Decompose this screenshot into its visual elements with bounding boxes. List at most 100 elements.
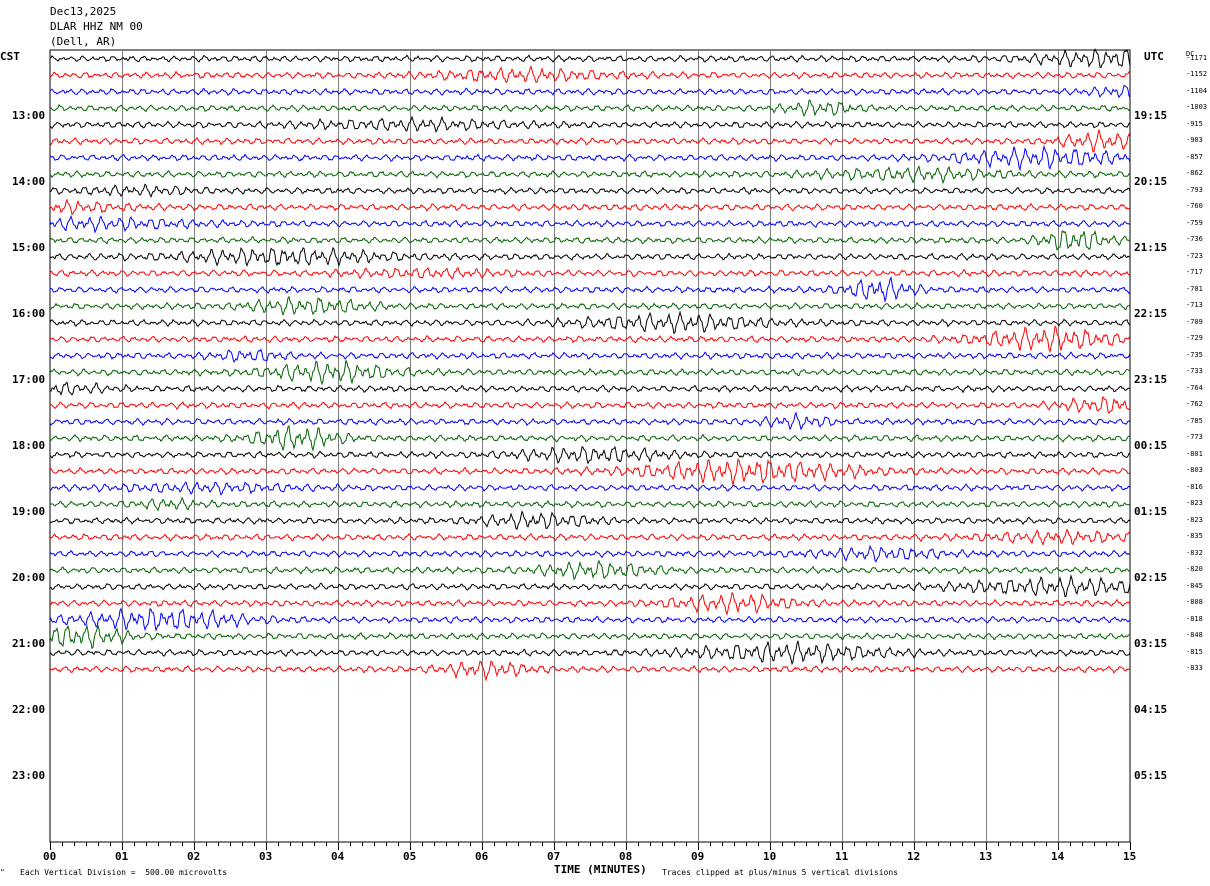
seismic-trace — [49, 528, 1131, 546]
dc-offset-label: -1171 — [1186, 53, 1208, 62]
seismic-trace — [49, 496, 1131, 512]
seismic-trace — [49, 64, 1131, 83]
dc-offset-label: -723 — [1186, 251, 1203, 260]
seismic-trace — [49, 47, 1131, 69]
dc-offset-label: -709 — [1186, 317, 1203, 326]
seismic-trace — [49, 129, 1131, 153]
seismic-trace — [49, 115, 1131, 133]
minute-tick-label: 05 — [403, 850, 417, 863]
cst-hour-label: 23:00 — [12, 769, 46, 782]
cst-hour-label: 21:00 — [12, 637, 46, 650]
header-location: (Dell, AR) — [50, 35, 117, 48]
seismic-trace — [49, 481, 1131, 496]
dc-offset-label: -760 — [1186, 202, 1203, 211]
utc-hour-label: 01:15 — [1134, 505, 1168, 518]
dc-offset-label: -793 — [1186, 185, 1203, 194]
dc-offset-label: -820 — [1186, 565, 1203, 574]
dc-offset-label: -845 — [1186, 581, 1203, 590]
minute-tick-label: 00 — [43, 850, 57, 863]
seismic-trace — [49, 411, 1131, 431]
dc-offset-label: -857 — [1186, 152, 1203, 161]
dc-offset-label: -832 — [1186, 548, 1203, 557]
cst-hour-label: 13:00 — [12, 109, 46, 122]
dc-offset-label: -801 — [1186, 449, 1203, 458]
dc-offset-label: -717 — [1186, 268, 1203, 277]
utc-hour-label: 19:15 — [1134, 109, 1168, 122]
dc-offset-label: -862 — [1186, 169, 1203, 178]
dc-offset-label: -915 — [1186, 119, 1203, 128]
dc-offset-label: -713 — [1186, 301, 1203, 310]
dc-axis-label: DC — [1186, 50, 1195, 58]
minute-tick-label: 02 — [187, 850, 201, 863]
dc-offset-label: -759 — [1186, 218, 1203, 227]
seismic-trace — [49, 85, 1131, 99]
dc-offset-label: -762 — [1186, 400, 1203, 409]
dc-offset-label: -835 — [1186, 532, 1203, 541]
seismic-trace — [49, 591, 1131, 616]
header-date: Dec13,2025 — [50, 5, 117, 18]
cst-hour-label: 20:00 — [12, 571, 46, 584]
seismic-trace — [49, 660, 1131, 682]
seismic-trace — [49, 165, 1131, 185]
dc-offset-label: -736 — [1186, 235, 1203, 244]
dc-offset-label: -733 — [1186, 367, 1203, 376]
cst-hour-label: 15:00 — [12, 241, 46, 254]
utc-hour-label: 05:15 — [1134, 769, 1168, 782]
seismic-trace — [49, 348, 1131, 363]
seismic-trace — [49, 295, 1131, 317]
minute-tick-label: 07 — [547, 850, 561, 863]
cst-hour-label: 22:00 — [12, 703, 46, 716]
scale-note: Each Vertical Division = 500.00 microvol… — [20, 868, 228, 877]
dc-offset-label: -823 — [1186, 515, 1203, 524]
corner-mark: " — [0, 868, 5, 877]
dc-offset-label: -816 — [1186, 482, 1203, 491]
dc-offset-label: -903 — [1186, 136, 1203, 145]
dc-offset-label: -735 — [1186, 350, 1203, 359]
seismic-trace — [49, 395, 1131, 415]
cst-hour-label: 14:00 — [12, 175, 46, 188]
seismic-trace — [49, 183, 1131, 199]
seismic-trace — [49, 246, 1131, 268]
dc-offset-label: -1003 — [1186, 103, 1208, 112]
cst-hour-label: 19:00 — [12, 505, 46, 518]
seismic-trace — [49, 325, 1131, 354]
minute-tick-label: 01 — [115, 850, 129, 863]
minute-tick-label: 06 — [475, 850, 489, 863]
seismic-trace — [49, 99, 1131, 117]
dc-offset-label: -815 — [1186, 647, 1203, 656]
minute-tick-label: 12 — [907, 850, 921, 863]
utc-hour-label: 00:15 — [1134, 439, 1168, 452]
cst-hour-label: 17:00 — [12, 373, 46, 386]
seismic-trace — [49, 640, 1131, 666]
minute-tick-label: 13 — [979, 850, 993, 863]
seismic-trace — [49, 424, 1131, 452]
dc-offset-label: -808 — [1186, 598, 1203, 607]
seismic-trace — [49, 458, 1131, 485]
dc-offset-label: -701 — [1186, 284, 1203, 293]
clip-note: Traces clipped at plus/minus 5 vertical … — [662, 868, 899, 877]
seismic-trace — [49, 607, 1131, 632]
utc-hour-label: 03:15 — [1134, 637, 1168, 650]
seismic-trace — [49, 144, 1131, 172]
x-axis-title: TIME (MINUTES) — [554, 863, 647, 876]
seismic-trace — [49, 276, 1131, 303]
utc-hour-label: 20:15 — [1134, 175, 1168, 188]
dc-offset-label: -1104 — [1186, 86, 1208, 95]
minute-tick-label: 14 — [1051, 850, 1065, 863]
seismic-trace — [49, 445, 1131, 465]
dc-offset-label: -764 — [1186, 383, 1203, 392]
utc-hour-label: 22:15 — [1134, 307, 1168, 320]
dc-offset-label: -729 — [1186, 334, 1203, 343]
seismic-trace — [49, 381, 1131, 396]
dc-offset-label: -833 — [1186, 664, 1203, 673]
seismic-trace — [49, 310, 1131, 335]
seismic-trace — [49, 358, 1131, 386]
minute-tick-label: 08 — [619, 850, 633, 863]
utc-hour-label: 21:15 — [1134, 241, 1168, 254]
plot-frame — [49, 49, 1131, 843]
minute-tick-label: 11 — [835, 850, 849, 863]
minute-tick-label: 04 — [331, 850, 345, 863]
minute-tick-label: 10 — [763, 850, 777, 863]
seismic-trace — [49, 573, 1131, 598]
